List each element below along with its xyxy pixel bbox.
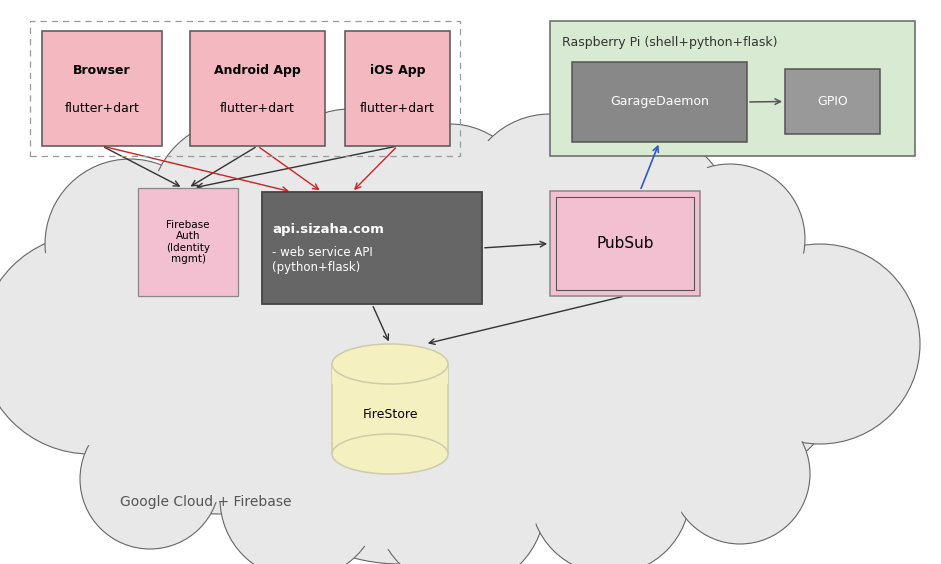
Circle shape <box>52 166 208 322</box>
Circle shape <box>375 419 545 564</box>
Circle shape <box>420 204 740 524</box>
Text: Raspberry Pi (shell+python+flask): Raspberry Pi (shell+python+flask) <box>562 36 777 49</box>
Circle shape <box>471 121 629 277</box>
Circle shape <box>157 126 323 292</box>
Circle shape <box>227 425 374 564</box>
Circle shape <box>655 164 805 314</box>
Circle shape <box>590 224 850 484</box>
Circle shape <box>150 119 330 299</box>
Circle shape <box>220 204 580 564</box>
Bar <box>30 21 460 156</box>
Circle shape <box>655 164 805 314</box>
Circle shape <box>272 116 428 272</box>
Circle shape <box>720 244 920 444</box>
Text: api.sizaha.com: api.sizaha.com <box>272 223 384 236</box>
Bar <box>262 192 482 304</box>
Circle shape <box>670 404 810 544</box>
Bar <box>550 191 700 296</box>
Circle shape <box>465 114 635 284</box>
Circle shape <box>80 409 220 549</box>
Circle shape <box>370 124 530 284</box>
Bar <box>550 21 915 156</box>
Text: GPIO: GPIO <box>817 95 848 108</box>
Text: iOS App: iOS App <box>370 64 425 77</box>
Circle shape <box>150 119 330 299</box>
Ellipse shape <box>332 344 448 384</box>
Circle shape <box>577 140 724 288</box>
Circle shape <box>661 170 799 308</box>
Circle shape <box>676 409 805 539</box>
Circle shape <box>82 226 358 502</box>
Circle shape <box>465 114 635 284</box>
Bar <box>572 62 747 142</box>
Text: flutter+dart: flutter+dart <box>65 102 139 115</box>
Circle shape <box>220 204 580 564</box>
Text: - web service API
(python+flask): - web service API (python+flask) <box>272 246 373 274</box>
Circle shape <box>234 218 566 549</box>
Text: Google Cloud + Firebase: Google Cloud + Firebase <box>120 495 292 509</box>
Bar <box>785 69 880 134</box>
Circle shape <box>590 224 850 484</box>
Circle shape <box>382 426 538 564</box>
Circle shape <box>570 134 730 294</box>
Circle shape <box>670 404 810 544</box>
Text: flutter+dart: flutter+dart <box>220 102 295 115</box>
Circle shape <box>220 419 380 564</box>
Bar <box>138 188 238 296</box>
Circle shape <box>600 235 839 474</box>
Circle shape <box>265 109 435 279</box>
Circle shape <box>530 414 690 564</box>
Text: GarageDaemon: GarageDaemon <box>610 95 709 108</box>
Circle shape <box>420 204 740 524</box>
Circle shape <box>433 217 727 511</box>
Bar <box>42 31 162 146</box>
Text: Firebase
Auth
(Identity
mgmt): Firebase Auth (Identity mgmt) <box>166 219 210 265</box>
Circle shape <box>265 109 435 279</box>
Circle shape <box>70 214 370 514</box>
Circle shape <box>80 409 220 549</box>
Text: flutter+dart: flutter+dart <box>360 102 435 115</box>
Circle shape <box>370 124 530 284</box>
Circle shape <box>0 243 191 445</box>
Text: Browser: Browser <box>73 64 131 77</box>
Bar <box>556 197 694 290</box>
Bar <box>332 364 448 384</box>
Circle shape <box>220 419 380 564</box>
Circle shape <box>45 159 215 329</box>
Ellipse shape <box>332 434 448 474</box>
Bar <box>332 364 448 454</box>
Text: PubSub: PubSub <box>597 236 654 251</box>
Circle shape <box>376 130 523 277</box>
Text: Android App: Android App <box>215 64 301 77</box>
Circle shape <box>375 419 545 564</box>
Circle shape <box>530 414 690 564</box>
Circle shape <box>570 134 730 294</box>
Circle shape <box>720 244 920 444</box>
Circle shape <box>536 420 683 564</box>
Circle shape <box>0 234 200 454</box>
Circle shape <box>86 415 215 543</box>
Circle shape <box>45 159 215 329</box>
Circle shape <box>70 214 370 514</box>
Bar <box>345 31 450 146</box>
Text: FireStore: FireStore <box>362 408 418 421</box>
Circle shape <box>0 234 200 454</box>
Bar <box>190 31 325 146</box>
Circle shape <box>728 252 912 436</box>
